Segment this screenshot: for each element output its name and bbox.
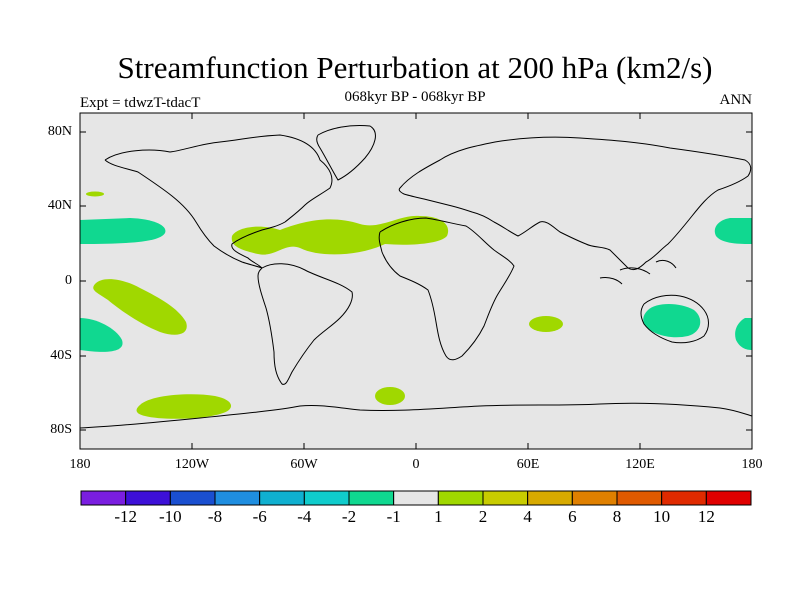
plot-subtitle: 068kyr BP - 068kyr BP	[344, 89, 486, 105]
plot-title: Streamfunction Perturbation at 200 hPa (…	[117, 50, 713, 85]
colorbar-box	[661, 490, 707, 506]
negative-blob-pacific-west-north	[80, 218, 166, 244]
lon-tick-label: 60E	[516, 457, 540, 472]
negative-blob-pacific-east-south	[735, 318, 752, 350]
colorbar-label: 8	[612, 507, 622, 526]
lat-tick-label: 80S	[50, 422, 72, 437]
colorbar	[80, 490, 752, 506]
colorbar-label: 4	[523, 507, 532, 526]
positive-anomalies	[86, 191, 563, 419]
colorbar-box	[214, 490, 261, 506]
negative-anomalies	[80, 218, 752, 352]
colorbar-label: -8	[207, 507, 223, 526]
colorbar-label: -6	[252, 507, 267, 526]
colorbar-box	[169, 490, 216, 506]
coastline-indonesia	[599, 259, 677, 285]
colorbar-box	[125, 490, 171, 506]
colorbar-label: -12	[114, 507, 137, 526]
coastline-antarctica	[79, 402, 753, 429]
colorbar-label: -10	[158, 507, 182, 526]
colorbar-box	[482, 490, 529, 506]
coastline-greenland	[316, 125, 376, 181]
colorbar-box	[259, 490, 305, 506]
colorbar-label: 10	[653, 507, 671, 526]
positive-blob-atlantic	[231, 215, 449, 255]
positive-blob-pacific-south	[93, 279, 187, 335]
positive-blob-south-pacific	[136, 394, 232, 419]
colorbar-box	[705, 490, 752, 506]
lon-tick-label: 120E	[625, 457, 655, 472]
colorbar-label: 1	[434, 507, 443, 526]
colorbar-label: 12	[697, 507, 715, 526]
colorbar-box	[393, 490, 439, 506]
negative-blob-pacific-west-south	[80, 318, 123, 352]
positive-blob-south-atlantic	[375, 387, 405, 405]
lon-tick-label: 60W	[290, 457, 318, 472]
lat-tick-label: 0	[65, 273, 72, 288]
colorbar-box	[348, 490, 395, 506]
colorbar-label: -2	[341, 507, 357, 526]
lon-tick-label: 0	[412, 457, 420, 472]
colorbar-box	[527, 490, 573, 506]
colorbar-label: -4	[297, 507, 312, 526]
colorbar-box	[303, 490, 350, 506]
colorbar-label: -1	[386, 507, 401, 526]
lon-tick-label: 180	[69, 457, 91, 472]
coastlines	[79, 125, 753, 429]
axis-ticks	[79, 113, 753, 449]
positive-blob-indian-ocean	[529, 316, 563, 332]
colorbar-label: 2	[478, 507, 488, 526]
lat-tick-label: 40S	[50, 348, 72, 363]
colorbar-box	[571, 490, 618, 506]
experiment-label: Expt = tdwzT-tdacT	[80, 95, 201, 111]
lat-tick-label: 80N	[47, 124, 72, 139]
coastline-south-america	[257, 263, 353, 385]
colorbar-box	[616, 490, 663, 506]
season-label: ANN	[719, 92, 753, 108]
negative-blob-australia	[643, 304, 701, 338]
colorbar-label: 6	[568, 507, 577, 526]
positive-blob-pacific-north	[86, 191, 104, 197]
colorbar-box	[80, 490, 127, 506]
lat-tick-label: 40N	[47, 198, 72, 213]
coastline-africa	[378, 217, 515, 361]
coastline-north-america	[104, 134, 333, 269]
colorbar-box	[437, 490, 484, 506]
coastline-australia	[640, 294, 709, 344]
negative-blob-pacific-east-north	[714, 218, 752, 244]
lon-tick-label: 180	[741, 457, 763, 472]
coastline-europe-asia	[398, 136, 752, 271]
lon-tick-label: 120W	[174, 457, 210, 472]
map-background	[80, 113, 752, 449]
